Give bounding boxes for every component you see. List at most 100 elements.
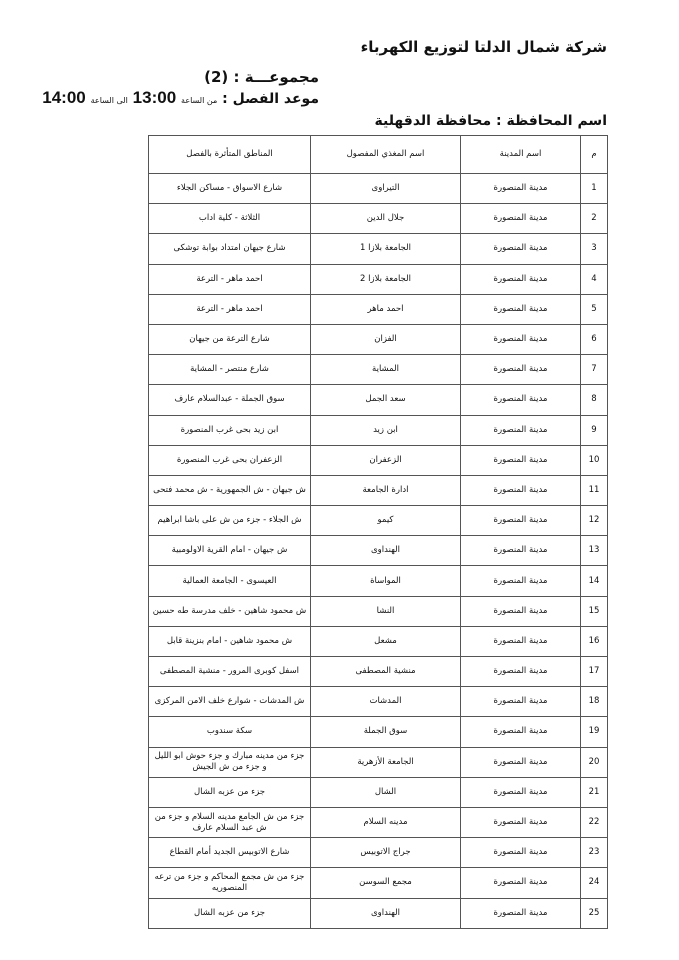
city-cell: مدينة المنصورة	[460, 867, 581, 899]
areas-cell: احمد ماهر - الترعة	[148, 293, 311, 325]
table-row: 8 مدينة المنصورة سعد الجمل سوق الجملة - عبد…	[148, 384, 608, 416]
city-cell: مدينة المنصورة	[460, 897, 581, 929]
table-row: 3 مدينة المنصورة الجامعة بلازا 1 شارع جيهان…	[148, 233, 608, 265]
city-cell: مدينة المنصورة	[460, 535, 581, 567]
row-number: 16	[580, 625, 608, 658]
city-cell: مدينة المنصورة	[460, 686, 581, 718]
row-number: 20	[580, 746, 608, 778]
table-row: 16 مدينة المنصورة مشعل ش محمود شاهين - امام…	[148, 625, 608, 658]
feeder-cell: المدشات	[310, 686, 461, 718]
table-row: 13 مدينة المنصورة الهنداوى ش جيهان - امام ا…	[148, 535, 608, 567]
areas-cell: احمد ماهر - الترعة	[148, 263, 311, 295]
feeder-cell: سوق الجملة	[310, 716, 461, 748]
city-cell: مدينة المنصورة	[460, 354, 581, 386]
from-label: من الساعة	[181, 96, 218, 105]
row-number: 13	[580, 535, 608, 567]
row-number: 17	[580, 655, 608, 688]
col-header-number: م	[580, 135, 608, 174]
city-cell: مدينة المنصورة	[460, 595, 581, 627]
city-cell: مدينة المنصورة	[460, 323, 581, 356]
row-number: 14	[580, 565, 608, 597]
feeder-cell: مدينه السلام	[310, 806, 461, 839]
city-cell: مدينة المنصورة	[460, 806, 581, 839]
row-number: 3	[580, 233, 608, 265]
areas-cell: ش المدشات - شوارع خلف الامن المركزى	[148, 686, 311, 718]
areas-cell: ش جيهان - امام القرية الاولومبية	[148, 535, 311, 567]
table-row: 22 مدينة المنصورة مدينه السلام جزء من ش الج…	[148, 806, 608, 839]
feeder-cell: احمد ماهر	[310, 293, 461, 325]
table-row: 17 مدينة المنصورة منشية المصطفى اسفل كوبرى …	[148, 655, 608, 688]
areas-cell: جزء من ش مجمع المحاكم و جزء من ترعه المن…	[148, 867, 311, 899]
row-number: 1	[580, 172, 608, 205]
feeder-cell: الفزان	[310, 323, 461, 356]
areas-cell: ش جيهان - ش الجمهورية - ش محمد فتحى	[148, 474, 311, 507]
table-row: 9 مدينة المنصورة ابن زيد ابن زيد بحى غرب ال…	[148, 414, 608, 446]
table-row: 10 مدينة المنصورة الزعفران الزعفران بحى غرب…	[148, 444, 608, 476]
areas-cell: الزعفران بحى غرب المنصورة	[148, 444, 311, 476]
table-row: 6 مدينة المنصورة الفزان شارع الترعة من جيها…	[148, 323, 608, 356]
table-row: 21 مدينة المنصورة الشال جزء من عزبه الشال	[148, 776, 608, 808]
city-cell: مدينة المنصورة	[460, 203, 581, 235]
table-row: 14 مدينة المنصورة المواساة العيسوى - الجامع…	[148, 565, 608, 597]
city-cell: مدينة المنصورة	[460, 565, 581, 597]
row-number: 21	[580, 776, 608, 808]
feeder-cell: النشا	[310, 595, 461, 627]
city-cell: مدينة المنصورة	[460, 655, 581, 688]
feeder-cell: الهنداوى	[310, 535, 461, 567]
areas-cell: جزء من مدينه مبارك و جزء حوش ابو الليل و…	[148, 746, 311, 778]
table-row: 24 مدينة المنصورة مجمع السوسن جزء من ش مجمع…	[148, 867, 608, 899]
cut-schedule: موعد الفصل : من الساعة 13:00 الى الساعة …	[42, 88, 319, 108]
city-cell: مدينة المنصورة	[460, 505, 581, 537]
city-cell: مدينة المنصورة	[460, 837, 581, 869]
feeder-cell: التيراوى	[310, 172, 461, 205]
areas-cell: العيسوى - الجامعة العمالية	[148, 565, 311, 597]
feeder-cell: مجمع السوسن	[310, 867, 461, 899]
table-row: 25 مدينة المنصورة الهنداوى جزء من عزبه الشا…	[148, 897, 608, 929]
row-number: 15	[580, 595, 608, 627]
feeder-cell: الزعفران	[310, 444, 461, 476]
city-cell: مدينة المنصورة	[460, 414, 581, 446]
cut-label: موعد الفصل :	[222, 91, 319, 107]
table-row: 20 مدينة المنصورة الجامعة الأزهرية جزء من م…	[148, 746, 608, 778]
row-number: 9	[580, 414, 608, 446]
table-row: 19 مدينة المنصورة سوق الجملة سكة سندوب	[148, 716, 608, 748]
areas-cell: ش محمود شاهين - امام بنزينة قابل	[148, 625, 311, 658]
col-header-feeder: اسم المغذي المفصول	[310, 135, 461, 174]
city-cell: مدينة المنصورة	[460, 233, 581, 265]
city-cell: مدينة المنصورة	[460, 172, 581, 205]
row-number: 24	[580, 867, 608, 899]
areas-cell: شارع منتصر - المشاية	[148, 354, 311, 386]
feeder-cell: المواساة	[310, 565, 461, 597]
row-number: 4	[580, 263, 608, 295]
feeder-cell: الهنداوى	[310, 897, 461, 929]
row-number: 25	[580, 897, 608, 929]
areas-cell: اسفل كوبرى المرور - منشية المصطفى	[148, 655, 311, 688]
areas-cell: ابن زيد بحى غرب المنصورة	[148, 414, 311, 446]
city-cell: مدينة المنصورة	[460, 474, 581, 507]
feeder-cell: الجامعة بلازا 2	[310, 263, 461, 295]
group-label: مجموعـــة : (2)	[204, 68, 319, 86]
table-row: 12 مدينة المنصورة كيمو ش الجلاء - جزء من ش …	[148, 505, 608, 537]
table-row: 5 مدينة المنصورة احمد ماهر احمد ماهر - التر…	[148, 293, 608, 325]
areas-cell: جزء من عزبه الشال	[148, 897, 311, 929]
city-cell: مدينة المنصورة	[460, 776, 581, 808]
areas-cell: شارع الاتوبيس الجديد أمام القطاع	[148, 837, 311, 869]
areas-cell: ش محمود شاهين - خلف مدرسة طه حسين	[148, 595, 311, 627]
to-label: الى الساعة	[90, 96, 128, 105]
table-header-row: م اسم المدينة اسم المغذي المفصول المناطق…	[148, 135, 608, 174]
areas-cell: شارع الترعة من جيهان	[148, 323, 311, 356]
table-row: 15 مدينة المنصورة النشا ش محمود شاهين - خلف…	[148, 595, 608, 627]
company-name: شركة شمال الدلتا لتوزيع الكهرباء	[360, 38, 607, 56]
row-number: 18	[580, 686, 608, 718]
row-number: 2	[580, 203, 608, 235]
feeder-cell: ابن زيد	[310, 414, 461, 446]
from-time: 13:00	[132, 88, 177, 107]
areas-cell: ش الجلاء - جزء من ش على باشا ابراهيم	[148, 505, 311, 537]
areas-cell: سكة سندوب	[148, 716, 311, 748]
areas-cell: شارع جيهان امتداد بوابة توشكى	[148, 233, 311, 265]
table-row: 7 مدينة المنصورة المشاية شارع منتصر - المشا…	[148, 354, 608, 386]
table-row: 4 مدينة المنصورة الجامعة بلازا 2 احمد ماهر …	[148, 263, 608, 295]
areas-cell: جزء من ش الجامع مدينه السلام و جزء من ش …	[148, 806, 311, 839]
city-cell: مدينة المنصورة	[460, 716, 581, 748]
province-name: اسم المحافظة : محافظة الدقهلية	[374, 113, 607, 129]
